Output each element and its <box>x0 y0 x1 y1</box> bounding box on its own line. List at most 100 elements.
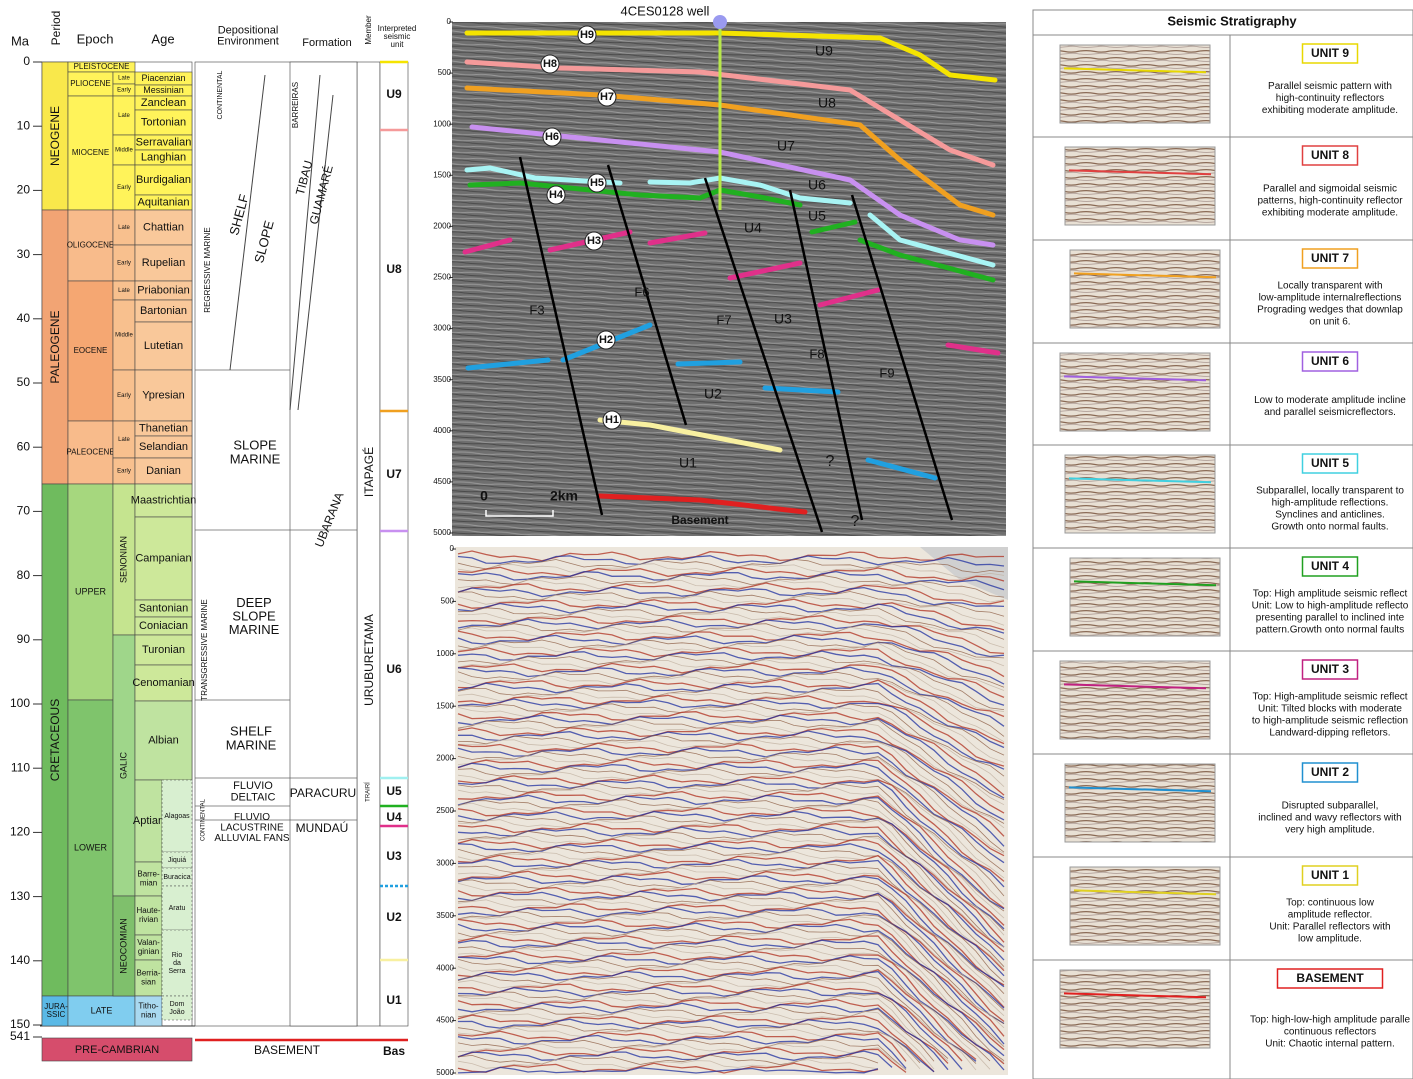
fault-label: F8 <box>809 346 824 361</box>
reflector <box>457 762 1005 864</box>
unit-description: Synclines and anticlines. <box>1275 510 1385 521</box>
precambrian-cell <box>41 1037 193 1062</box>
reflector <box>457 966 977 1060</box>
depth-label: 2000 <box>433 222 451 231</box>
reflector <box>457 758 1005 857</box>
label: BASEMENT <box>254 1043 321 1057</box>
reflector <box>457 646 1005 699</box>
age-label: Valan- <box>137 938 160 947</box>
reflector <box>457 659 1005 712</box>
subepoch-label: Early <box>117 393 131 399</box>
environment-label: ALLUVIAL FANS <box>214 833 290 844</box>
unit-description: low amplitude. <box>1298 934 1362 945</box>
tibau-line <box>297 94 334 411</box>
label: Depositional <box>218 24 279 36</box>
reflector <box>457 834 1005 948</box>
reflector <box>457 867 1005 986</box>
reflector <box>457 974 977 1064</box>
unit-box-label: UNIT 2 <box>1311 765 1349 779</box>
unit-description: Disrupted subparallel, <box>1282 801 1379 812</box>
unit-description: inclined and wavy reflectors with <box>1258 813 1401 824</box>
epoch-cell <box>67 209 114 282</box>
epoch-label: MIOCENE <box>72 148 109 157</box>
age-cell <box>134 634 193 666</box>
fault <box>788 189 864 521</box>
tibau-line <box>289 74 321 411</box>
unit-box <box>1301 453 1359 474</box>
reflector <box>457 711 1005 796</box>
unit-description: Landward-dipping refletors. <box>1269 728 1390 739</box>
reflector <box>457 706 1005 787</box>
environment-label: SHELF <box>230 724 272 739</box>
epoch-label: LATE <box>91 1005 113 1015</box>
reflector <box>457 1039 907 1071</box>
reflector <box>457 958 991 1062</box>
subepoch-label: NEOCOMIAN <box>118 918 128 974</box>
age-label: Rupelian <box>142 257 185 269</box>
period-label: NEOGENE <box>48 106 62 166</box>
member-label: ITAPAGÉ <box>361 447 376 497</box>
horizon <box>647 230 708 246</box>
reflector <box>457 566 1005 582</box>
reflector <box>457 703 1005 777</box>
unit-description: pattern.Growth onto normal faults <box>1256 625 1404 636</box>
reflector <box>457 674 1005 743</box>
horizon <box>857 237 996 283</box>
age-cell <box>134 664 193 702</box>
depth-label: 5000 <box>433 528 451 537</box>
horizon <box>817 287 881 308</box>
horizon <box>464 59 996 168</box>
reflector <box>457 558 1005 574</box>
unit-label: U7 <box>777 138 795 154</box>
reflector <box>457 782 1005 897</box>
unit-description: Unit: Chaotic internal pattern. <box>1265 1039 1395 1050</box>
horizon-marker <box>540 54 560 74</box>
unit-label: U6 <box>808 177 826 193</box>
label: Member <box>364 15 373 45</box>
local-age-cell <box>161 995 193 1021</box>
epoch-label: OLIGOCENE <box>67 241 115 250</box>
reflector <box>457 807 1005 926</box>
reflector <box>457 926 1005 1047</box>
unit-box <box>1301 43 1359 64</box>
reflector <box>457 886 1005 1008</box>
reflector <box>457 650 1005 706</box>
reflector <box>457 955 1005 1071</box>
unit-description: Locally transparent with <box>1277 281 1382 292</box>
unit-box-label: UNIT 5 <box>1311 456 1349 470</box>
horizon <box>597 493 808 515</box>
age-label: Ypresian <box>142 389 185 401</box>
scale-bar <box>485 510 554 517</box>
local-age-cell <box>161 779 193 853</box>
age-label: Maastrichtian <box>131 494 196 506</box>
horizon-marker <box>546 185 566 205</box>
environment-label: REGRESSIVE MARINE <box>203 227 212 312</box>
reflector <box>457 882 1005 1003</box>
horizon-label: H4 <box>549 189 564 201</box>
unit-label: U5 <box>386 784 402 798</box>
age-cell <box>134 109 193 136</box>
ma-label: 541 <box>10 1029 30 1043</box>
reflector <box>457 938 1005 1057</box>
unit-description: patterns, high-continuity reflector <box>1257 196 1403 207</box>
age-label: Bartonian <box>140 305 187 317</box>
horizon-label: H1 <box>605 414 619 426</box>
subepoch-label: Early <box>117 185 131 191</box>
reflector <box>457 810 1005 930</box>
reflector <box>457 858 1005 977</box>
horizon-marker <box>577 25 597 45</box>
unit-label: U3 <box>774 311 792 327</box>
environment-label: CONTINENTAL <box>201 798 207 841</box>
unit-description: Unit: Tilted blocks with moderate <box>1258 704 1402 715</box>
environment-label: SLOPE <box>233 438 277 453</box>
label: Environment <box>217 35 279 47</box>
reflector <box>457 690 1005 763</box>
unit-description: Unit: Low to high-amplitude reflecto <box>1252 601 1409 612</box>
ma-label: 70 <box>17 504 31 518</box>
depth-label: 500 <box>438 68 452 77</box>
reflector <box>457 1046 907 1073</box>
unit-label: U8 <box>386 262 402 276</box>
unit-label: U9 <box>386 87 402 101</box>
unit-label: U5 <box>808 208 826 224</box>
reflector <box>457 602 1005 634</box>
